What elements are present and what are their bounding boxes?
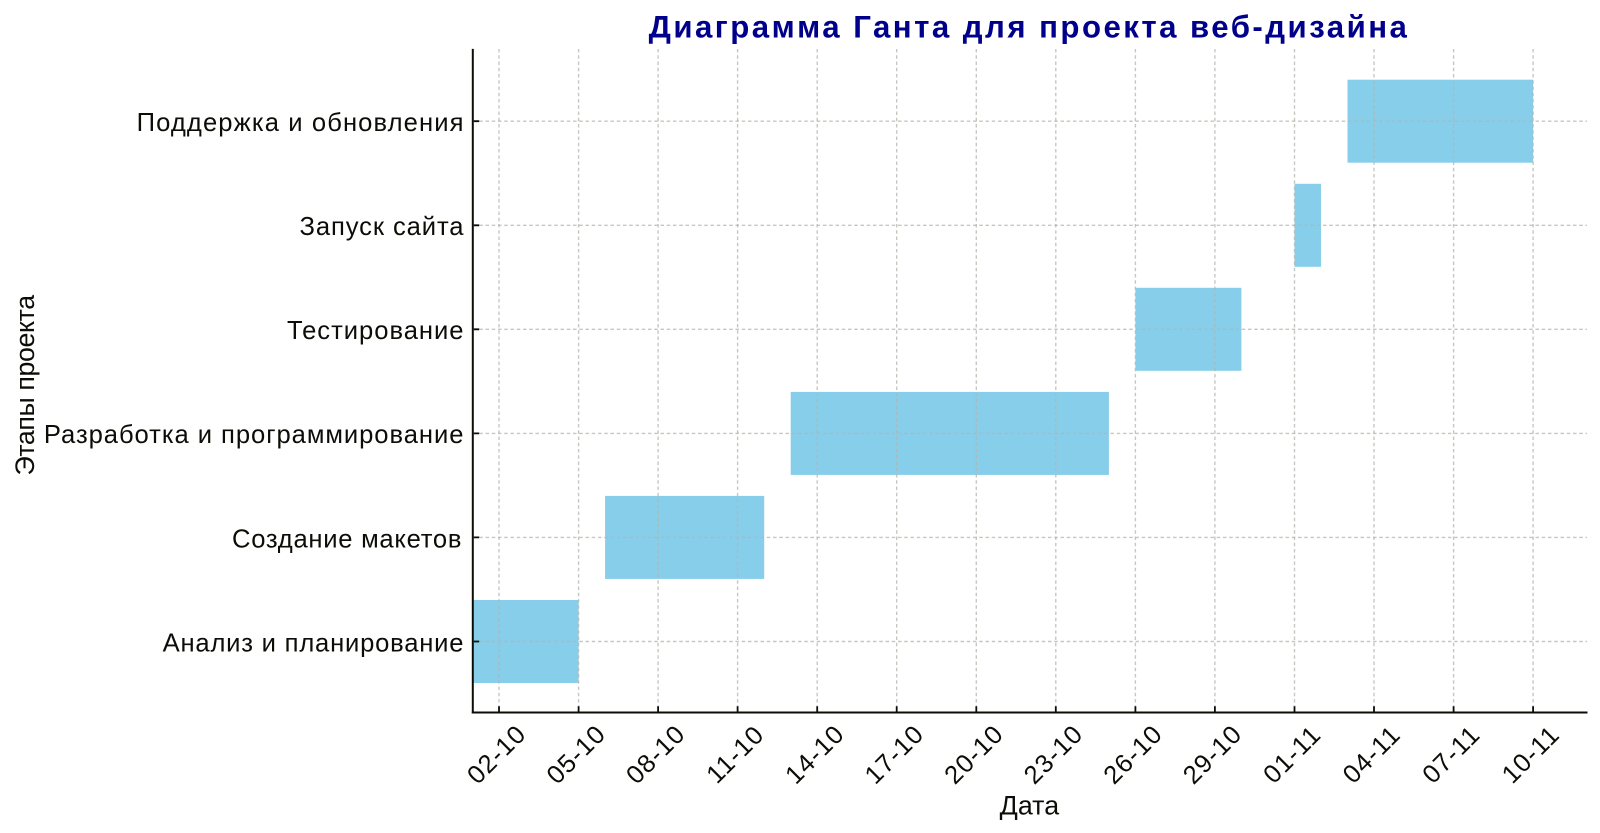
svg-text:23-10: 23-10 bbox=[1019, 720, 1089, 790]
svg-text:Дата: Дата bbox=[1000, 791, 1060, 821]
svg-text:05-10: 05-10 bbox=[542, 720, 612, 790]
svg-text:Этапы проекта: Этапы проекта bbox=[10, 295, 40, 476]
svg-text:17-10: 17-10 bbox=[860, 720, 930, 790]
svg-text:26-10: 26-10 bbox=[1098, 720, 1168, 790]
svg-text:Тестирование: Тестирование bbox=[287, 317, 465, 345]
svg-text:11-10: 11-10 bbox=[701, 720, 770, 789]
svg-text:Разработка и программирование: Разработка и программирование bbox=[44, 421, 465, 449]
svg-text:07-11: 07-11 bbox=[1417, 720, 1486, 789]
svg-text:01-11: 01-11 bbox=[1258, 720, 1327, 789]
svg-text:08-10: 08-10 bbox=[621, 720, 691, 790]
svg-text:14-10: 14-10 bbox=[780, 720, 850, 790]
svg-text:04-11: 04-11 bbox=[1338, 720, 1407, 789]
svg-text:10-11: 10-11 bbox=[1497, 720, 1566, 789]
svg-text:Диаграмма Ганта для проекта ве: Диаграмма Ганта для проекта веб-дизайна bbox=[649, 10, 1410, 45]
svg-text:29-10: 29-10 bbox=[1178, 720, 1248, 790]
svg-text:Анализ и планирование: Анализ и планирование bbox=[163, 629, 465, 657]
svg-text:Создание макетов: Создание макетов bbox=[232, 525, 462, 553]
svg-text:Запуск сайта: Запуск сайта bbox=[300, 213, 465, 241]
svg-text:02-10: 02-10 bbox=[462, 720, 532, 790]
svg-text:20-10: 20-10 bbox=[939, 720, 1009, 790]
svg-text:Поддержка и обновления: Поддержка и обновления bbox=[137, 109, 465, 137]
